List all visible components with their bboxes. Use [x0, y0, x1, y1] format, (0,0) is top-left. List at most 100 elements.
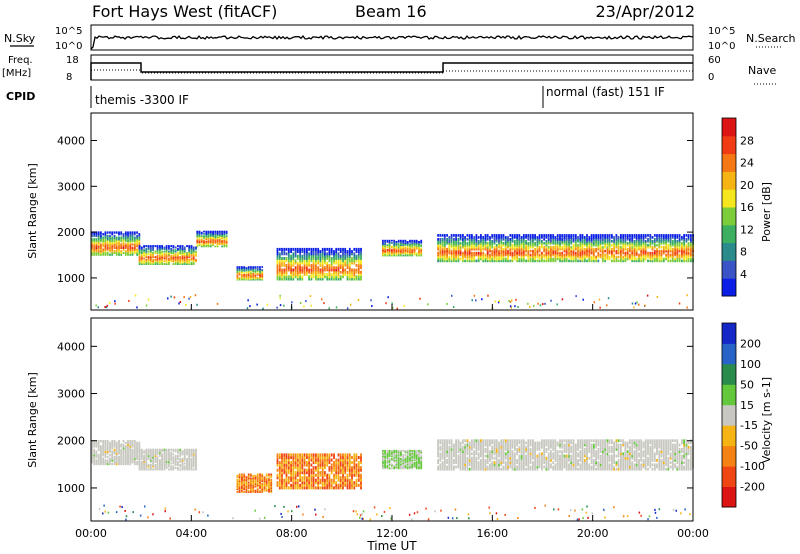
velocity-echo-cell [351, 466, 353, 470]
power-echo-cell [556, 243, 559, 247]
velocity-echo-cell [415, 460, 418, 463]
power-echo-cell [409, 252, 411, 255]
power-echo-cell [223, 235, 226, 237]
power-echo-cell [308, 261, 310, 265]
power-echo-cell [669, 253, 672, 257]
power-echo-cell [617, 255, 620, 259]
power-echo-cell [642, 253, 645, 257]
power-echo-cell [626, 249, 629, 253]
power-echo-cell [509, 259, 512, 263]
velocity-echo-cell [386, 451, 389, 454]
power-echo-cell [631, 245, 634, 249]
power-echo-cell [642, 249, 645, 253]
velocity-echo-cell [91, 454, 93, 457]
velocity-echo-cell [457, 439, 460, 443]
power-echo-cell [550, 259, 552, 263]
power-echo-cell [491, 259, 494, 263]
velocity-echo-cell [299, 476, 301, 480]
power-echo-cell [281, 273, 283, 276]
velocity-echo-cell [170, 456, 173, 459]
power-echo-cell [638, 255, 640, 259]
velocity-echo-cell [455, 448, 457, 451]
power-echo-cell [221, 239, 223, 242]
power-echo-cell [599, 240, 602, 243]
velocity-echo-cell [448, 448, 451, 451]
power-echo-cell [513, 255, 516, 259]
velocity-echo-cell [190, 465, 193, 468]
power-echo-cell [303, 261, 306, 265]
velocity-echo-cell [118, 441, 120, 445]
power-echo-cell [658, 234, 661, 237]
power-echo-cell [344, 257, 347, 260]
velocity-echo-cell [351, 471, 353, 475]
power-echo-cell [315, 277, 317, 281]
velocity-echo-cell [330, 483, 333, 487]
power-echo-cell [498, 243, 500, 247]
power-echo-cell [181, 250, 184, 253]
velocity-echo-cell [100, 459, 102, 462]
power-echo-cell [462, 240, 464, 243]
velocity-echo-cell [351, 473, 353, 477]
velocity-echo-cell [475, 443, 478, 447]
power-echo-cell [192, 254, 195, 257]
velocity-echo-cell [448, 456, 451, 460]
power-echo-cell [127, 245, 129, 248]
power-echo-cell [683, 253, 685, 257]
velocity-echo-cell [386, 460, 389, 463]
velocity-echo-cell [402, 455, 405, 458]
power-echo-cell [656, 253, 658, 257]
power-echo-cell [413, 239, 416, 242]
power-echo-cell [534, 253, 536, 257]
power-echo-cell [547, 236, 550, 239]
velocity-echo-cell [386, 467, 389, 470]
velocity-echo-cell [174, 466, 177, 469]
velocity-echo-cell [140, 453, 143, 456]
velocity-echo-cell [344, 468, 347, 472]
velocity-echo-cell [145, 460, 148, 463]
power-echo-cell [159, 249, 161, 252]
power-echo-cell [418, 241, 420, 243]
power-echo-cell [658, 236, 661, 239]
velocity-echo-cell [441, 448, 444, 451]
power-echo-cell [674, 259, 676, 263]
velocity-echo-cell [312, 453, 315, 457]
power-echo-cell [611, 253, 613, 257]
power-echo-cell [317, 254, 320, 258]
velocity-echo-cell [301, 458, 304, 462]
velocity-echo-cell [315, 478, 317, 482]
power-noise-cell [539, 304, 542, 307]
power-echo-cell [113, 241, 116, 244]
power-echo-cell [196, 235, 199, 237]
power-echo-cell [583, 236, 586, 239]
power-echo-cell [238, 277, 241, 279]
power-echo-cell [259, 271, 261, 273]
power-echo-cell [676, 234, 679, 237]
power-echo-cell [335, 252, 338, 256]
power-echo-cell [624, 247, 627, 251]
power-echo-cell [509, 247, 512, 251]
power-echo-cell [565, 255, 568, 259]
power-echo-cell [459, 242, 462, 245]
power-echo-cell [690, 234, 692, 237]
power-echo-cell [400, 253, 402, 256]
velocity-echo-cell [285, 466, 288, 470]
velocity-echo-cell [159, 448, 161, 451]
power-echo-cell [195, 254, 197, 257]
power-echo-cell [198, 230, 201, 233]
velocity-echo-cell [111, 454, 114, 457]
power-echo-cell [649, 243, 652, 247]
power-echo-cell [100, 245, 102, 248]
velocity-echo-cell [466, 450, 469, 453]
power-echo-cell [437, 253, 439, 257]
velocity-echo-cell [324, 453, 326, 457]
power-echo-cell [179, 247, 182, 250]
power-echo-cell [554, 247, 557, 251]
velocity-echo-cell [475, 465, 478, 469]
velocity-echo-cell [294, 453, 297, 457]
power-echo-cell [541, 240, 543, 243]
power-echo-cell [124, 233, 127, 236]
power-echo-cell [133, 231, 136, 234]
velocity-echo-cell [342, 466, 344, 470]
velocity-echo-cell [409, 462, 411, 464]
power-echo-cell [676, 236, 679, 239]
